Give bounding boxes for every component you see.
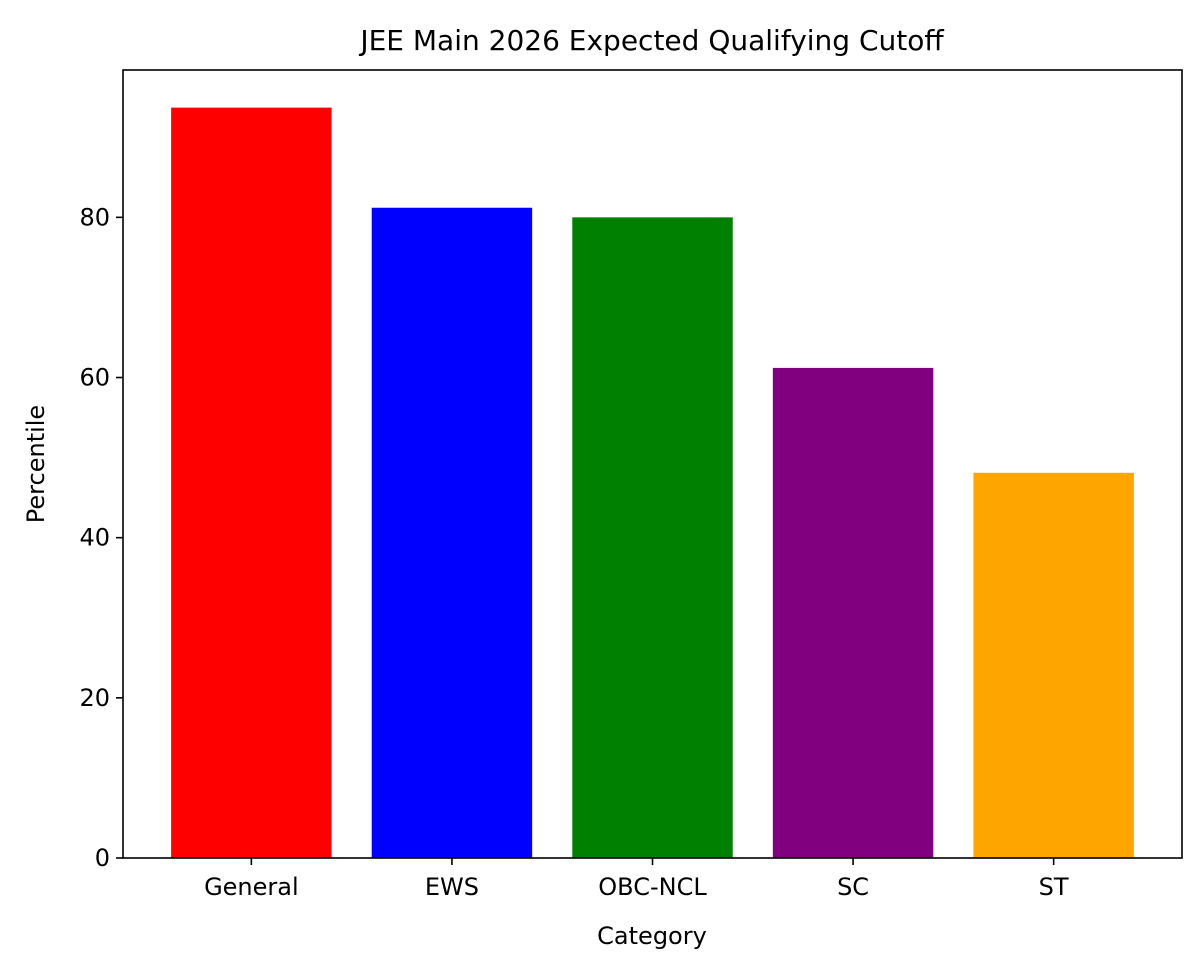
bar-sc: [772, 367, 934, 858]
y-tick-label: 20: [79, 684, 110, 712]
y-tick-label: 40: [79, 524, 110, 552]
y-tick-label: 0: [95, 844, 110, 872]
bar-st: [973, 472, 1134, 858]
y-tick-label: 80: [79, 203, 110, 231]
x-tick-label: SC: [837, 873, 869, 901]
x-tick-label: ST: [1039, 873, 1069, 901]
bar-obc-ncl: [572, 217, 733, 858]
x-tick-label: EWS: [425, 873, 479, 901]
y-axis-label: Percentile: [22, 405, 50, 523]
chart-title: JEE Main 2026 Expected Qualifying Cutoff: [358, 24, 944, 57]
y-tick-label: 60: [79, 364, 110, 392]
x-axis-label: Category: [597, 922, 707, 950]
bar-general: [171, 107, 332, 859]
x-tick-label: OBC-NCL: [598, 873, 707, 901]
x-tick-label: General: [204, 873, 299, 901]
bar-ews: [371, 207, 533, 858]
axes-frame: [122, 69, 1183, 859]
